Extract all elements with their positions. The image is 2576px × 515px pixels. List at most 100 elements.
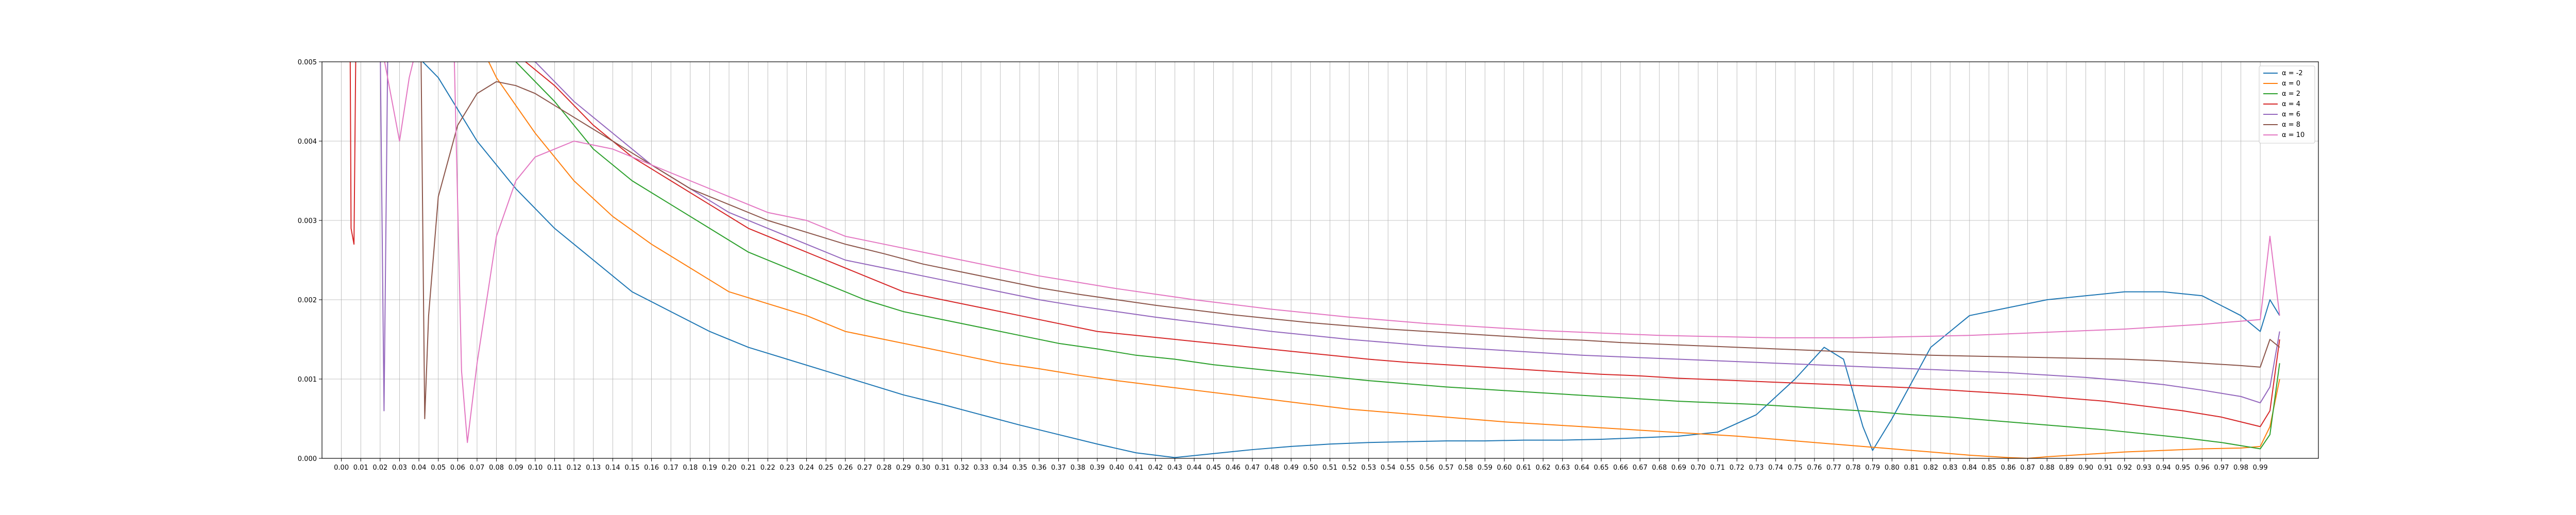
x-tick-label: 0.76 bbox=[1807, 464, 1822, 472]
x-tick-label: 0.78 bbox=[1846, 464, 1861, 472]
x-tick-label: 0.00 bbox=[334, 464, 349, 472]
x-tick-label: 0.72 bbox=[1730, 464, 1744, 472]
x-tick-label: 0.06 bbox=[450, 464, 465, 472]
x-tick-label: 0.82 bbox=[1923, 464, 1938, 472]
x-tick-label: 0.27 bbox=[857, 464, 872, 472]
x-tick-label: 0.52 bbox=[1342, 464, 1357, 472]
series-line-5 bbox=[420, 62, 2280, 419]
legend-label: α = 0 bbox=[2282, 80, 2300, 88]
x-tick-label: 0.49 bbox=[1284, 464, 1299, 472]
x-tick-label: 0.05 bbox=[431, 464, 446, 472]
x-tick-label: 0.42 bbox=[1148, 464, 1163, 472]
series-line-0 bbox=[422, 62, 2280, 458]
grid-lines bbox=[322, 61, 2318, 459]
x-tick-label: 0.28 bbox=[877, 464, 892, 472]
x-tick-label: 0.22 bbox=[760, 464, 775, 472]
x-tick-label: 0.56 bbox=[1419, 464, 1434, 472]
legend-label: α = -2 bbox=[2282, 70, 2303, 77]
x-tick-label: 0.53 bbox=[1361, 464, 1376, 472]
x-tick-label: 0.18 bbox=[683, 464, 698, 472]
x-tick-label: 0.54 bbox=[1381, 464, 1396, 472]
x-tick-label: 0.81 bbox=[1904, 464, 1919, 472]
x-tick-label: 0.89 bbox=[2059, 464, 2074, 472]
x-tick-label: 0.65 bbox=[1594, 464, 1609, 472]
x-tick-label: 0.74 bbox=[1768, 464, 1783, 472]
x-tick-label: 0.37 bbox=[1051, 464, 1066, 472]
x-tick-label: 0.96 bbox=[2195, 464, 2210, 472]
x-tick-label: 0.40 bbox=[1109, 464, 1124, 472]
x-tick-label: 0.17 bbox=[664, 464, 679, 472]
x-tick-label: 0.97 bbox=[2214, 464, 2229, 472]
x-tick-label: 0.38 bbox=[1071, 464, 1086, 472]
x-tick-label: 0.94 bbox=[2156, 464, 2171, 472]
x-tick-label: 0.92 bbox=[2117, 464, 2132, 472]
x-tick-label: 0.62 bbox=[1536, 464, 1551, 472]
x-tick-label: 0.04 bbox=[412, 464, 427, 472]
x-tick-label: 0.29 bbox=[896, 464, 911, 472]
legend: α = -2 α = 0 α = 2 α = 4 α = 6 α = 8 α = 10 bbox=[2259, 65, 2315, 144]
x-tick-label: 0.58 bbox=[1458, 464, 1473, 472]
x-tick-label: 0.36 bbox=[1032, 464, 1047, 472]
x-tick-label: 0.66 bbox=[1613, 464, 1628, 472]
y-tick-label: 0.003 bbox=[298, 217, 317, 225]
x-tick-label: 0.86 bbox=[2001, 464, 2016, 472]
y-axis-ticks: 0.000 0.001 0.002 0.003 0.004 0.005 bbox=[298, 59, 322, 463]
x-tick-label: 0.68 bbox=[1652, 464, 1667, 472]
x-tick-label: 0.19 bbox=[702, 464, 717, 472]
x-tick-label: 0.75 bbox=[1788, 464, 1803, 472]
legend-label: α = 2 bbox=[2282, 90, 2300, 98]
x-tick-label: 0.95 bbox=[2175, 464, 2190, 472]
x-tick-label: 0.33 bbox=[974, 464, 989, 472]
x-tick-label: 0.51 bbox=[1323, 464, 1337, 472]
y-tick-label: 0.005 bbox=[298, 59, 317, 66]
y-tick-label: 0.000 bbox=[298, 455, 317, 463]
x-tick-label: 0.84 bbox=[1962, 464, 1977, 472]
x-tick-label: 0.61 bbox=[1516, 464, 1531, 472]
x-tick-label: 0.60 bbox=[1497, 464, 1512, 472]
x-tick-label: 0.35 bbox=[1012, 464, 1027, 472]
x-tick-label: 0.32 bbox=[954, 464, 969, 472]
y-tick-label: 0.004 bbox=[298, 138, 317, 146]
x-tick-label: 0.47 bbox=[1245, 464, 1260, 472]
x-tick-label: 0.08 bbox=[489, 464, 504, 472]
x-axis-ticks: 0.00 0.01 0.02 0.03 0.04 0.05 0.06 0.07 0.08 0.09… bbox=[334, 458, 2268, 472]
legend-label: α = 8 bbox=[2282, 121, 2300, 129]
x-tick-label: 0.69 bbox=[1671, 464, 1686, 472]
x-tick-label: 0.14 bbox=[605, 464, 620, 472]
x-tick-label: 0.67 bbox=[1633, 464, 1648, 472]
x-tick-label: 0.12 bbox=[567, 464, 582, 472]
series-line-6 bbox=[384, 62, 2280, 443]
series-line-3 bbox=[349, 62, 2280, 427]
x-tick-label: 0.44 bbox=[1187, 464, 1201, 472]
x-tick-label: 0.80 bbox=[1885, 464, 1900, 472]
x-tick-label: 0.16 bbox=[644, 464, 659, 472]
x-tick-label: 0.46 bbox=[1226, 464, 1241, 472]
legend-label: α = 6 bbox=[2282, 111, 2300, 118]
x-tick-label: 0.90 bbox=[2078, 464, 2093, 472]
x-tick-label: 0.73 bbox=[1749, 464, 1764, 472]
x-tick-label: 0.20 bbox=[722, 464, 737, 472]
x-tick-label: 0.31 bbox=[935, 464, 950, 472]
x-tick-label: 0.71 bbox=[1710, 464, 1725, 472]
x-tick-label: 0.91 bbox=[2098, 464, 2113, 472]
x-tick-label: 0.26 bbox=[838, 464, 853, 472]
x-tick-label: 0.83 bbox=[1943, 464, 1958, 472]
x-tick-label: 0.99 bbox=[2253, 464, 2268, 472]
x-tick-label: 0.45 bbox=[1206, 464, 1221, 472]
x-tick-label: 0.93 bbox=[2137, 464, 2151, 472]
x-tick-label: 0.98 bbox=[2233, 464, 2248, 472]
x-tick-label: 0.02 bbox=[372, 464, 387, 472]
y-tick-label: 0.002 bbox=[298, 297, 317, 304]
x-tick-label: 0.30 bbox=[916, 464, 930, 472]
legend-label: α = 4 bbox=[2282, 100, 2300, 108]
plot-frame bbox=[321, 61, 2319, 459]
x-tick-label: 0.43 bbox=[1167, 464, 1182, 472]
x-tick-label: 0.77 bbox=[1826, 464, 1841, 472]
x-tick-label: 0.63 bbox=[1555, 464, 1570, 472]
x-tick-label: 0.59 bbox=[1478, 464, 1493, 472]
x-tick-label: 0.50 bbox=[1303, 464, 1318, 472]
legend-label: α = 10 bbox=[2282, 131, 2304, 139]
x-tick-label: 0.39 bbox=[1090, 464, 1105, 472]
